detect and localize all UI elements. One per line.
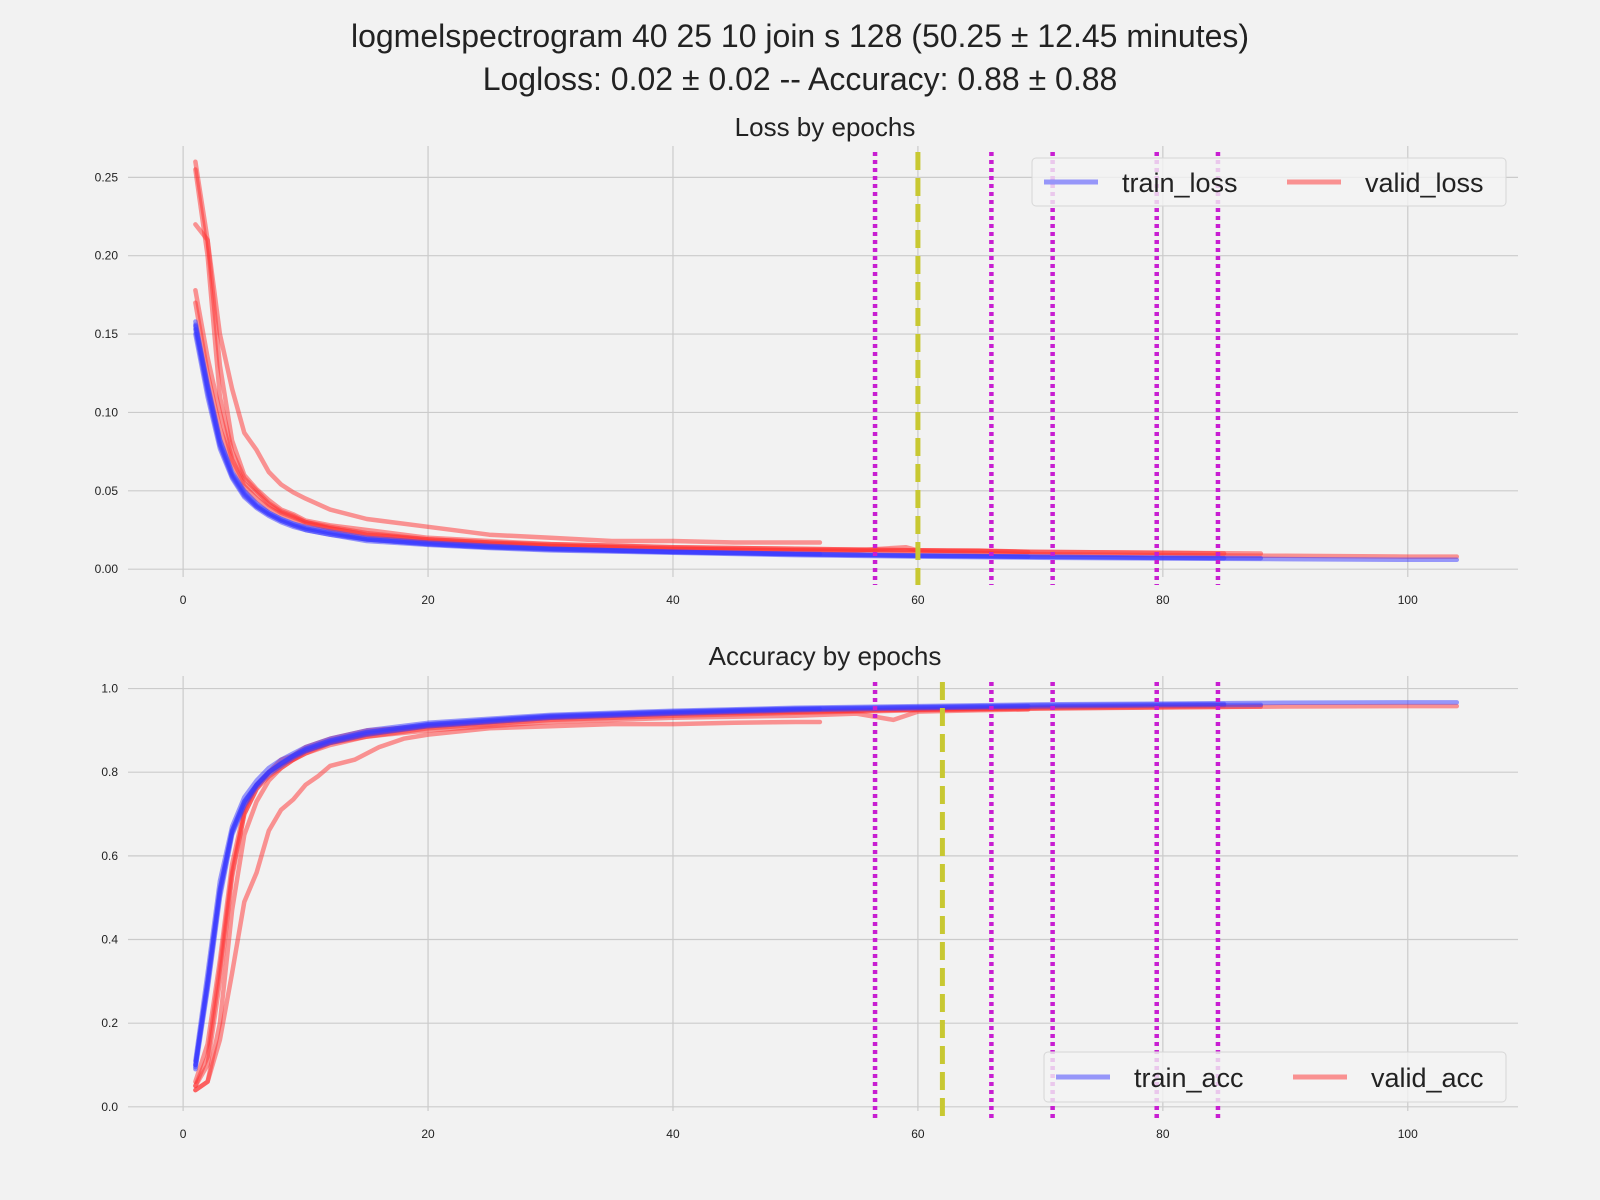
loss-ytick-label: 0.10 (95, 405, 119, 419)
accuracy-valid-line-4 (193, 719, 823, 1093)
accuracy-ytick-label: 1.0 (101, 682, 118, 696)
loss-subplot: 0 20 40 60 80 100 0.00 0.05 0.10 0.15 0.20 0.25 Loss… (95, 112, 1518, 607)
accuracy-xtick-label: 80 (1156, 1127, 1170, 1141)
accuracy-ytick-label: 0.0 (101, 1100, 118, 1114)
loss-subplot-title: Loss by epochs (735, 112, 916, 142)
loss-xtick-label: 20 (421, 593, 435, 607)
accuracy-xtick-label: 20 (421, 1127, 435, 1141)
loss-valid-line-4 (193, 159, 823, 545)
accuracy-xtick-label: 100 (1398, 1127, 1418, 1141)
accuracy-train-line-5 (193, 703, 1031, 1068)
loss-xtick-label: 80 (1156, 593, 1170, 607)
accuracy-ytick-label: 0.8 (101, 765, 118, 779)
accuracy-legend-train-label: train_acc (1134, 1063, 1244, 1093)
loss-ytick-label: 0.20 (95, 249, 119, 263)
loss-ytick-label: 0.15 (95, 327, 119, 341)
accuracy-subplot-title: Accuracy by epochs (709, 641, 942, 671)
loss-xtick-label: 100 (1398, 593, 1418, 607)
loss-xtick-label: 0 (180, 593, 187, 607)
loss-xtick-label: 60 (911, 593, 925, 607)
accuracy-legend-box (1043, 1051, 1507, 1103)
loss-ytick-label: 0.00 (95, 562, 119, 576)
figure-title-line1: logmelspectrogram 40 25 10 join s 128 (5… (351, 18, 1249, 54)
loss-legend: train_loss valid_loss (1031, 157, 1507, 207)
figure-title-line2: Logloss: 0.02 ± 0.02 -- Accuracy: 0.88 ±… (483, 61, 1118, 97)
loss-ytick-label: 0.25 (95, 170, 119, 184)
accuracy-ytick-label: 0.4 (101, 933, 118, 947)
loss-legend-train-label: train_loss (1122, 168, 1238, 198)
accuracy-legend: train_acc valid_acc (1043, 1051, 1507, 1103)
loss-valid-line-5 (193, 300, 1031, 555)
loss-legend-box (1031, 157, 1507, 207)
loss-ytick-label: 0.05 (95, 484, 119, 498)
accuracy-ytick-label: 0.2 (101, 1016, 118, 1030)
accuracy-xtick-label: 0 (180, 1127, 187, 1141)
accuracy-ytick-label: 0.6 (101, 849, 118, 863)
accuracy-xtick-label: 60 (911, 1127, 925, 1141)
loss-xtick-label: 40 (666, 593, 680, 607)
loss-legend-valid-label: valid_loss (1365, 168, 1484, 198)
accuracy-legend-valid-label: valid_acc (1371, 1063, 1484, 1093)
loss-train-line-5 (193, 327, 1031, 559)
accuracy-xtick-label: 40 (666, 1127, 680, 1141)
accuracy-subplot: 0 20 40 60 80 100 0.0 0.2 0.4 0.6 0.8 1.0 Accuracy b… (101, 641, 1518, 1141)
